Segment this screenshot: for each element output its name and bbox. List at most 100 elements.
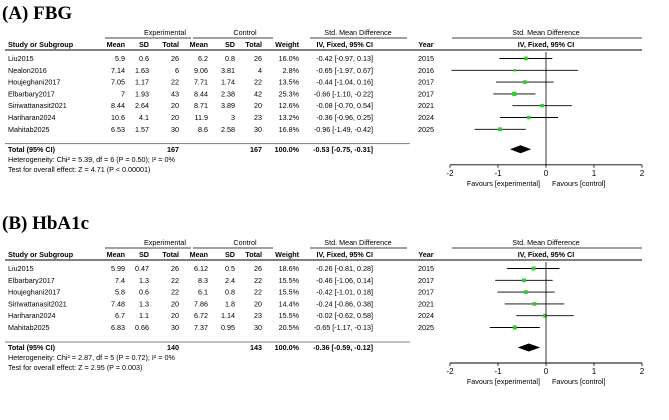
cell-ci: -0.65 [-1.97, 0.67] <box>316 66 373 75</box>
column-header-mean: Mean <box>107 250 125 259</box>
cell-total-control: 30 <box>254 125 262 134</box>
cell-year: 2015 <box>418 54 434 63</box>
study-name: Liu2015 <box>8 54 34 63</box>
cell-sd-control: 2.58 <box>221 125 235 134</box>
column-header-study: Study or Subgroup <box>8 40 74 49</box>
cell-sd-experimental: 4.1 <box>139 113 149 122</box>
cell-year: 2024 <box>418 113 434 122</box>
cell-sd-control: 1.8 <box>225 299 235 308</box>
cell-weight: 20.5% <box>279 323 300 332</box>
cell-mean-experimental: 6.7 <box>115 311 125 320</box>
cell-year: 2021 <box>418 299 434 308</box>
cell-year: 2024 <box>418 311 434 320</box>
cell-sd-control: 3.89 <box>221 101 235 110</box>
cell-weight: 25.3% <box>279 89 300 98</box>
cell-year: 2025 <box>418 323 434 332</box>
cell-year: 2017 <box>418 78 434 87</box>
cell-mean-experimental: 6.53 <box>111 125 125 134</box>
cell-mean-control: 8.3 <box>198 276 208 285</box>
x-tick-label: -1 <box>494 367 502 376</box>
column-header-mean: Mean <box>190 250 208 259</box>
cell-total-control: 30 <box>254 323 262 332</box>
favours-experimental-label: Favours [experimental] <box>467 179 540 188</box>
cell-mean-experimental: 7 <box>121 89 125 98</box>
cell-sd-experimental: 0.6 <box>139 54 149 63</box>
cell-ci: -0.46 [-1.06, 0.14] <box>316 276 373 285</box>
cell-weight: 15.5% <box>279 311 300 320</box>
cell-sd-experimental: 1.3 <box>139 299 149 308</box>
cell-total-experimental: 43 <box>171 89 179 98</box>
point-estimate-marker <box>497 127 502 132</box>
cell-total-experimental: 22 <box>171 78 179 87</box>
column-header-weight: Weight <box>275 250 299 259</box>
cell-mean-control: 9.06 <box>194 66 208 75</box>
column-header-plot: IV, Fixed, 95% CI <box>518 250 574 259</box>
cell-total-control: 23 <box>254 311 262 320</box>
study-name: Siriwattanasit2021 <box>8 101 67 110</box>
cell-total-control: 42 <box>254 89 262 98</box>
cell-total-experimental: 20 <box>171 311 179 320</box>
group-header-smd-plot: Std. Mean Difference <box>512 28 579 37</box>
point-estimate-marker <box>531 266 536 271</box>
cell-mean-control: 7.86 <box>194 299 208 308</box>
cell-weight: 2.8% <box>283 66 300 75</box>
x-tick-label: -2 <box>446 169 454 178</box>
total-n-control: 143 <box>250 343 262 352</box>
cell-total-experimental: 6 <box>175 66 179 75</box>
study-name: Mahitab2025 <box>8 125 50 134</box>
cell-ci: -0.42 [-0.97, 0.13] <box>316 54 373 63</box>
column-header-sd: SD <box>225 40 235 49</box>
cell-mean-control: 7.71 <box>194 78 208 87</box>
cell-total-control: 26 <box>254 264 262 273</box>
cell-ci: -0.26 [-0.81, 0.28] <box>316 264 373 273</box>
cell-mean-experimental: 7.14 <box>111 66 125 75</box>
column-header-study: Study or Subgroup <box>8 250 74 259</box>
study-name: Hariharan2024 <box>8 113 56 122</box>
group-header-control: Control <box>233 28 257 37</box>
cell-year: 2017 <box>418 276 434 285</box>
x-tick-label: -2 <box>446 367 454 376</box>
overall-effect-text: Test for overall effect: Z = 2.95 (P = 0… <box>8 363 142 372</box>
column-header-ci: IV, Fixed, 95% CI <box>317 40 373 49</box>
total-n-experimental: 167 <box>167 145 179 154</box>
cell-mean-control: 7.37 <box>194 323 208 332</box>
cell-total-control: 26 <box>254 54 262 63</box>
cell-sd-control: 0.8 <box>225 288 235 297</box>
cell-total-control: 23 <box>254 113 262 122</box>
column-header-year: Year <box>418 40 433 49</box>
cell-weight: 16.0% <box>279 54 300 63</box>
x-tick-label: 0 <box>544 169 549 178</box>
point-estimate-marker <box>512 91 517 97</box>
cell-ci: -0.02 [-0.62, 0.58] <box>316 311 373 320</box>
cell-total-control: 20 <box>254 101 262 110</box>
column-header-total: Total <box>162 250 179 259</box>
study-name: Elbarbary2017 <box>8 276 55 285</box>
study-name: Siriwattanasit2021 <box>8 299 67 308</box>
column-header-total: Total <box>245 250 262 259</box>
cell-total-control: 22 <box>254 78 262 87</box>
cell-sd-control: 0.95 <box>221 323 235 332</box>
cell-year: 2025 <box>418 125 434 134</box>
cell-mean-experimental: 6.83 <box>111 323 125 332</box>
cell-total-experimental: 22 <box>171 276 179 285</box>
cell-mean-control: 8.44 <box>194 89 208 98</box>
group-header-experimental: Experimental <box>144 238 186 247</box>
cell-sd-control: 2.38 <box>221 89 235 98</box>
cell-total-experimental: 26 <box>171 54 179 63</box>
cell-weight: 12.6% <box>279 101 300 110</box>
cell-ci: -0.65 [-1.17, -0.13] <box>314 323 373 332</box>
cell-mean-control: 6.12 <box>194 264 208 273</box>
study-name: Houjeghani2017 <box>8 78 60 87</box>
cell-sd-experimental: 1.93 <box>135 89 149 98</box>
total-weight: 100.0% <box>275 145 300 154</box>
cell-total-control: 22 <box>254 276 262 285</box>
panel-title: (A) FBG <box>2 3 72 24</box>
point-estimate-marker <box>522 278 526 283</box>
study-name: Elbarbary2017 <box>8 89 55 98</box>
cell-mean-experimental: 7.4 <box>115 276 125 285</box>
cell-sd-experimental: 0.47 <box>135 264 149 273</box>
cell-year: 2021 <box>418 101 434 110</box>
cell-sd-control: 1.14 <box>221 311 235 320</box>
cell-mean-experimental: 5.9 <box>115 54 125 63</box>
cell-sd-experimental: 0.66 <box>135 323 149 332</box>
